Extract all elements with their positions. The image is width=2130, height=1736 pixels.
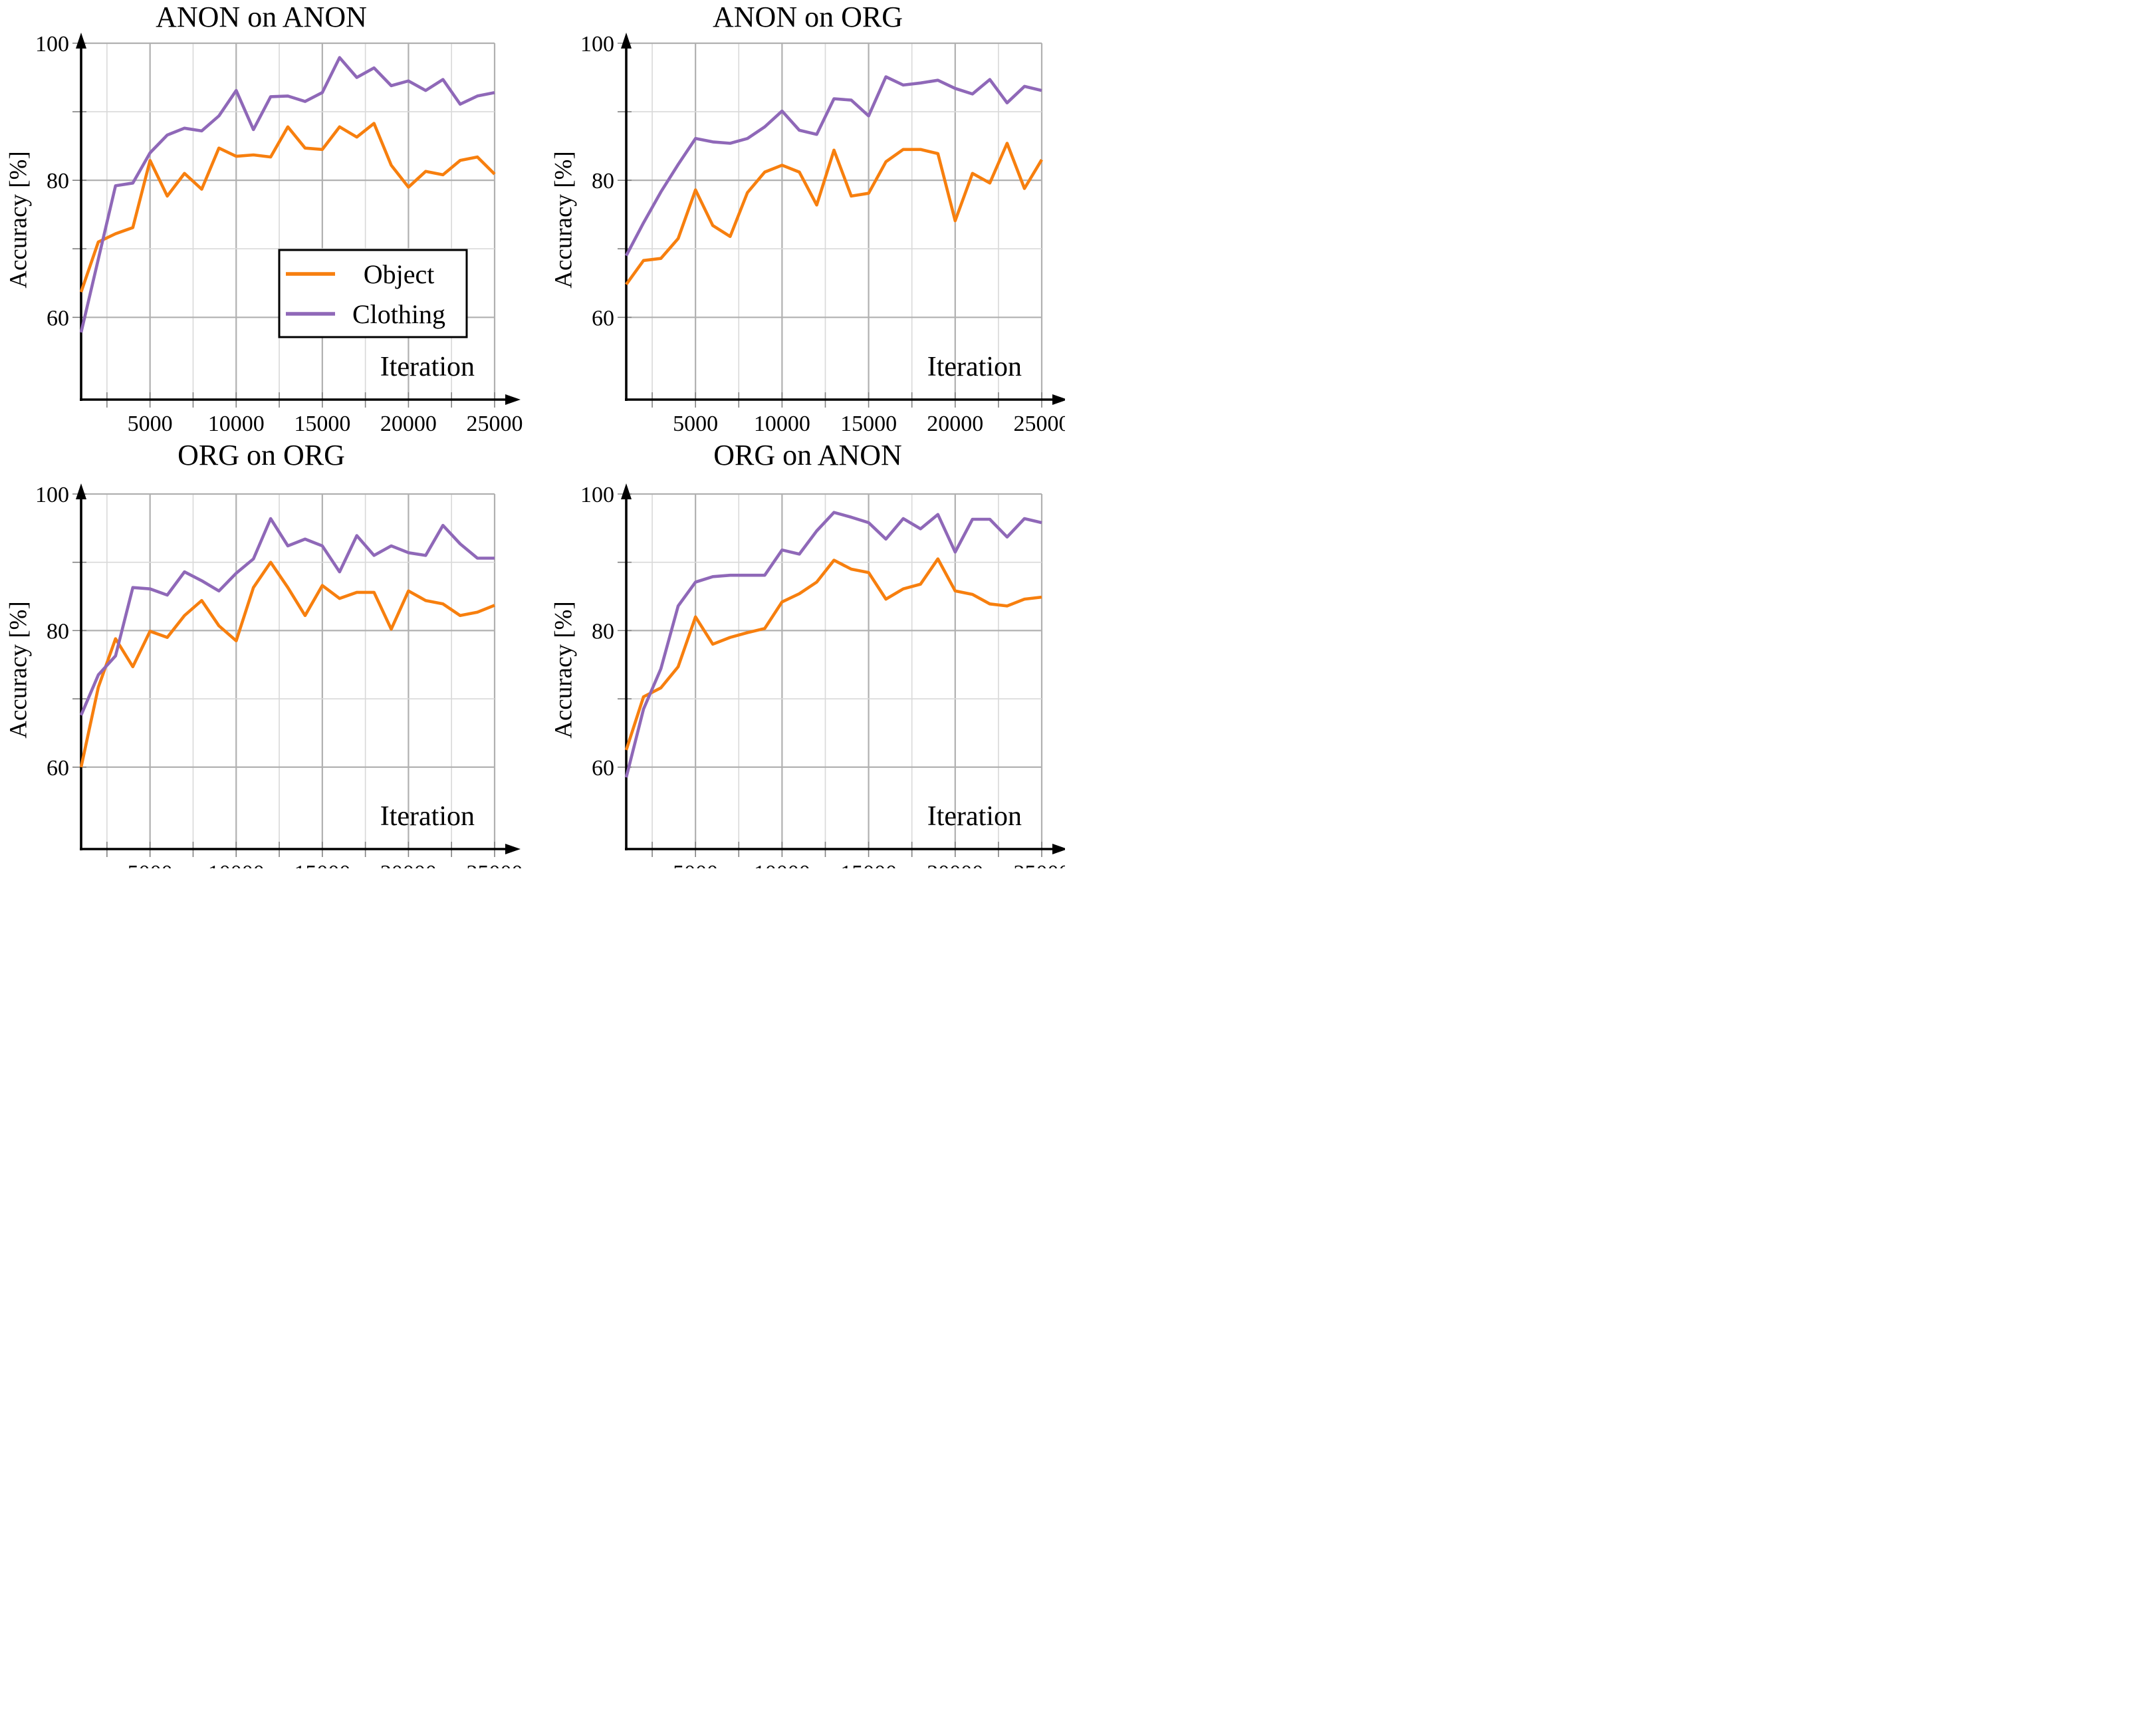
x-tick-label: 25000 xyxy=(1014,861,1066,868)
plot-org-on-org: 100 80 60 5000 10000 15000 20000 25000 xyxy=(35,483,523,868)
x-axis-arrowhead xyxy=(505,844,521,854)
y-tick-label: 100 xyxy=(580,32,614,57)
series-line-object xyxy=(624,557,1042,751)
y-axis-arrowhead xyxy=(621,33,632,49)
x-tick-label: 5000 xyxy=(128,412,173,434)
x-axis-label: Iteration xyxy=(927,801,1022,832)
x-tick-label: 5000 xyxy=(673,861,718,868)
x-tick-label: 10000 xyxy=(754,412,810,434)
plot-anon-on-anon: 100 80 60 5000 10000 15000 20000 25000 Object Clo… xyxy=(35,32,523,434)
y-axis-arrowhead xyxy=(76,483,86,499)
x-tick-label: 25000 xyxy=(1014,412,1066,434)
y-axis-arrowhead xyxy=(76,33,86,49)
x-axis-label: Iteration xyxy=(380,352,475,382)
x-tick-label: 25000 xyxy=(467,861,523,868)
chart-title: ORG on ORG xyxy=(178,439,345,471)
y-tick-label: 100 xyxy=(580,483,614,507)
series-line-clothing xyxy=(79,56,495,333)
y-tick-label: 60 xyxy=(592,306,614,330)
chart-title: ANON on ORG xyxy=(713,1,903,33)
x-tick-label: 15000 xyxy=(294,412,350,434)
x-axis-arrowhead xyxy=(1052,844,1065,854)
y-axis-label: Accuracy [%] xyxy=(5,601,33,739)
plot-anon-on-org: 100 80 60 5000 10000 15000 20000 25000 xyxy=(580,32,1066,434)
x-tick-label: 15000 xyxy=(840,861,897,868)
chart-anon-on-org: 100 80 60 5000 10000 15000 20000 25000 ANON on … xyxy=(532,0,1065,434)
x-axis-label: Iteration xyxy=(927,352,1022,382)
chart-title: ORG on ANON xyxy=(713,439,902,471)
y-tick-label: 60 xyxy=(592,756,614,781)
chart-org-on-org: 100 80 60 5000 10000 15000 20000 25000 ORG on O… xyxy=(0,434,532,869)
x-tick-label: 20000 xyxy=(380,412,437,434)
y-axis-arrowhead xyxy=(621,483,632,499)
x-axis-label: Iteration xyxy=(380,801,475,832)
x-axis-arrowhead xyxy=(1052,394,1065,405)
y-tick-label: 100 xyxy=(35,483,69,507)
y-tick-label: 60 xyxy=(47,306,69,330)
chart-title: ANON on ANON xyxy=(156,1,367,33)
series-line-object xyxy=(79,560,495,768)
legend-box xyxy=(278,249,468,338)
x-tick-label: 25000 xyxy=(467,412,523,434)
figure-grid: 100 80 60 5000 10000 15000 20000 25000 Object Clo… xyxy=(0,0,1065,868)
x-tick-label: 10000 xyxy=(208,861,265,868)
y-tick-label: 80 xyxy=(592,169,614,193)
x-tick-label: 15000 xyxy=(294,861,350,868)
x-tick-label: 5000 xyxy=(673,412,718,434)
plot-org-on-anon: 100 80 60 5000 10000 15000 20000 25000 xyxy=(580,483,1066,868)
y-tick-label: 80 xyxy=(47,169,69,193)
series-line-clothing xyxy=(79,517,495,716)
x-tick-label: 10000 xyxy=(754,861,810,868)
y-axis-label: Accuracy [%] xyxy=(5,151,33,289)
x-tick-label: 5000 xyxy=(128,861,173,868)
series-line-clothing xyxy=(624,511,1042,778)
legend-label-clothing: Clothing xyxy=(352,299,445,329)
x-tick-label: 20000 xyxy=(380,861,437,868)
y-tick-label: 80 xyxy=(47,619,69,644)
x-tick-label: 15000 xyxy=(840,412,897,434)
x-tick-label: 20000 xyxy=(927,412,983,434)
x-tick-label: 20000 xyxy=(927,861,983,868)
y-tick-label: 60 xyxy=(47,756,69,781)
legend-label-object: Object xyxy=(364,259,435,289)
series-line-clothing xyxy=(624,75,1042,257)
chart-org-on-anon: 100 80 60 5000 10000 15000 20000 25000 ORG on A… xyxy=(532,434,1065,868)
y-tick-label: 80 xyxy=(592,619,614,644)
series-line-object xyxy=(79,122,496,293)
y-axis-label: Accuracy [%] xyxy=(550,601,578,739)
series-line-object xyxy=(625,142,1043,286)
x-axis-arrowhead xyxy=(505,394,521,405)
x-tick-label: 10000 xyxy=(208,412,265,434)
y-tick-label: 100 xyxy=(35,32,69,57)
y-axis-label: Accuracy [%] xyxy=(550,151,578,289)
chart-anon-on-anon: 100 80 60 5000 10000 15000 20000 25000 Object Clo… xyxy=(0,0,532,435)
